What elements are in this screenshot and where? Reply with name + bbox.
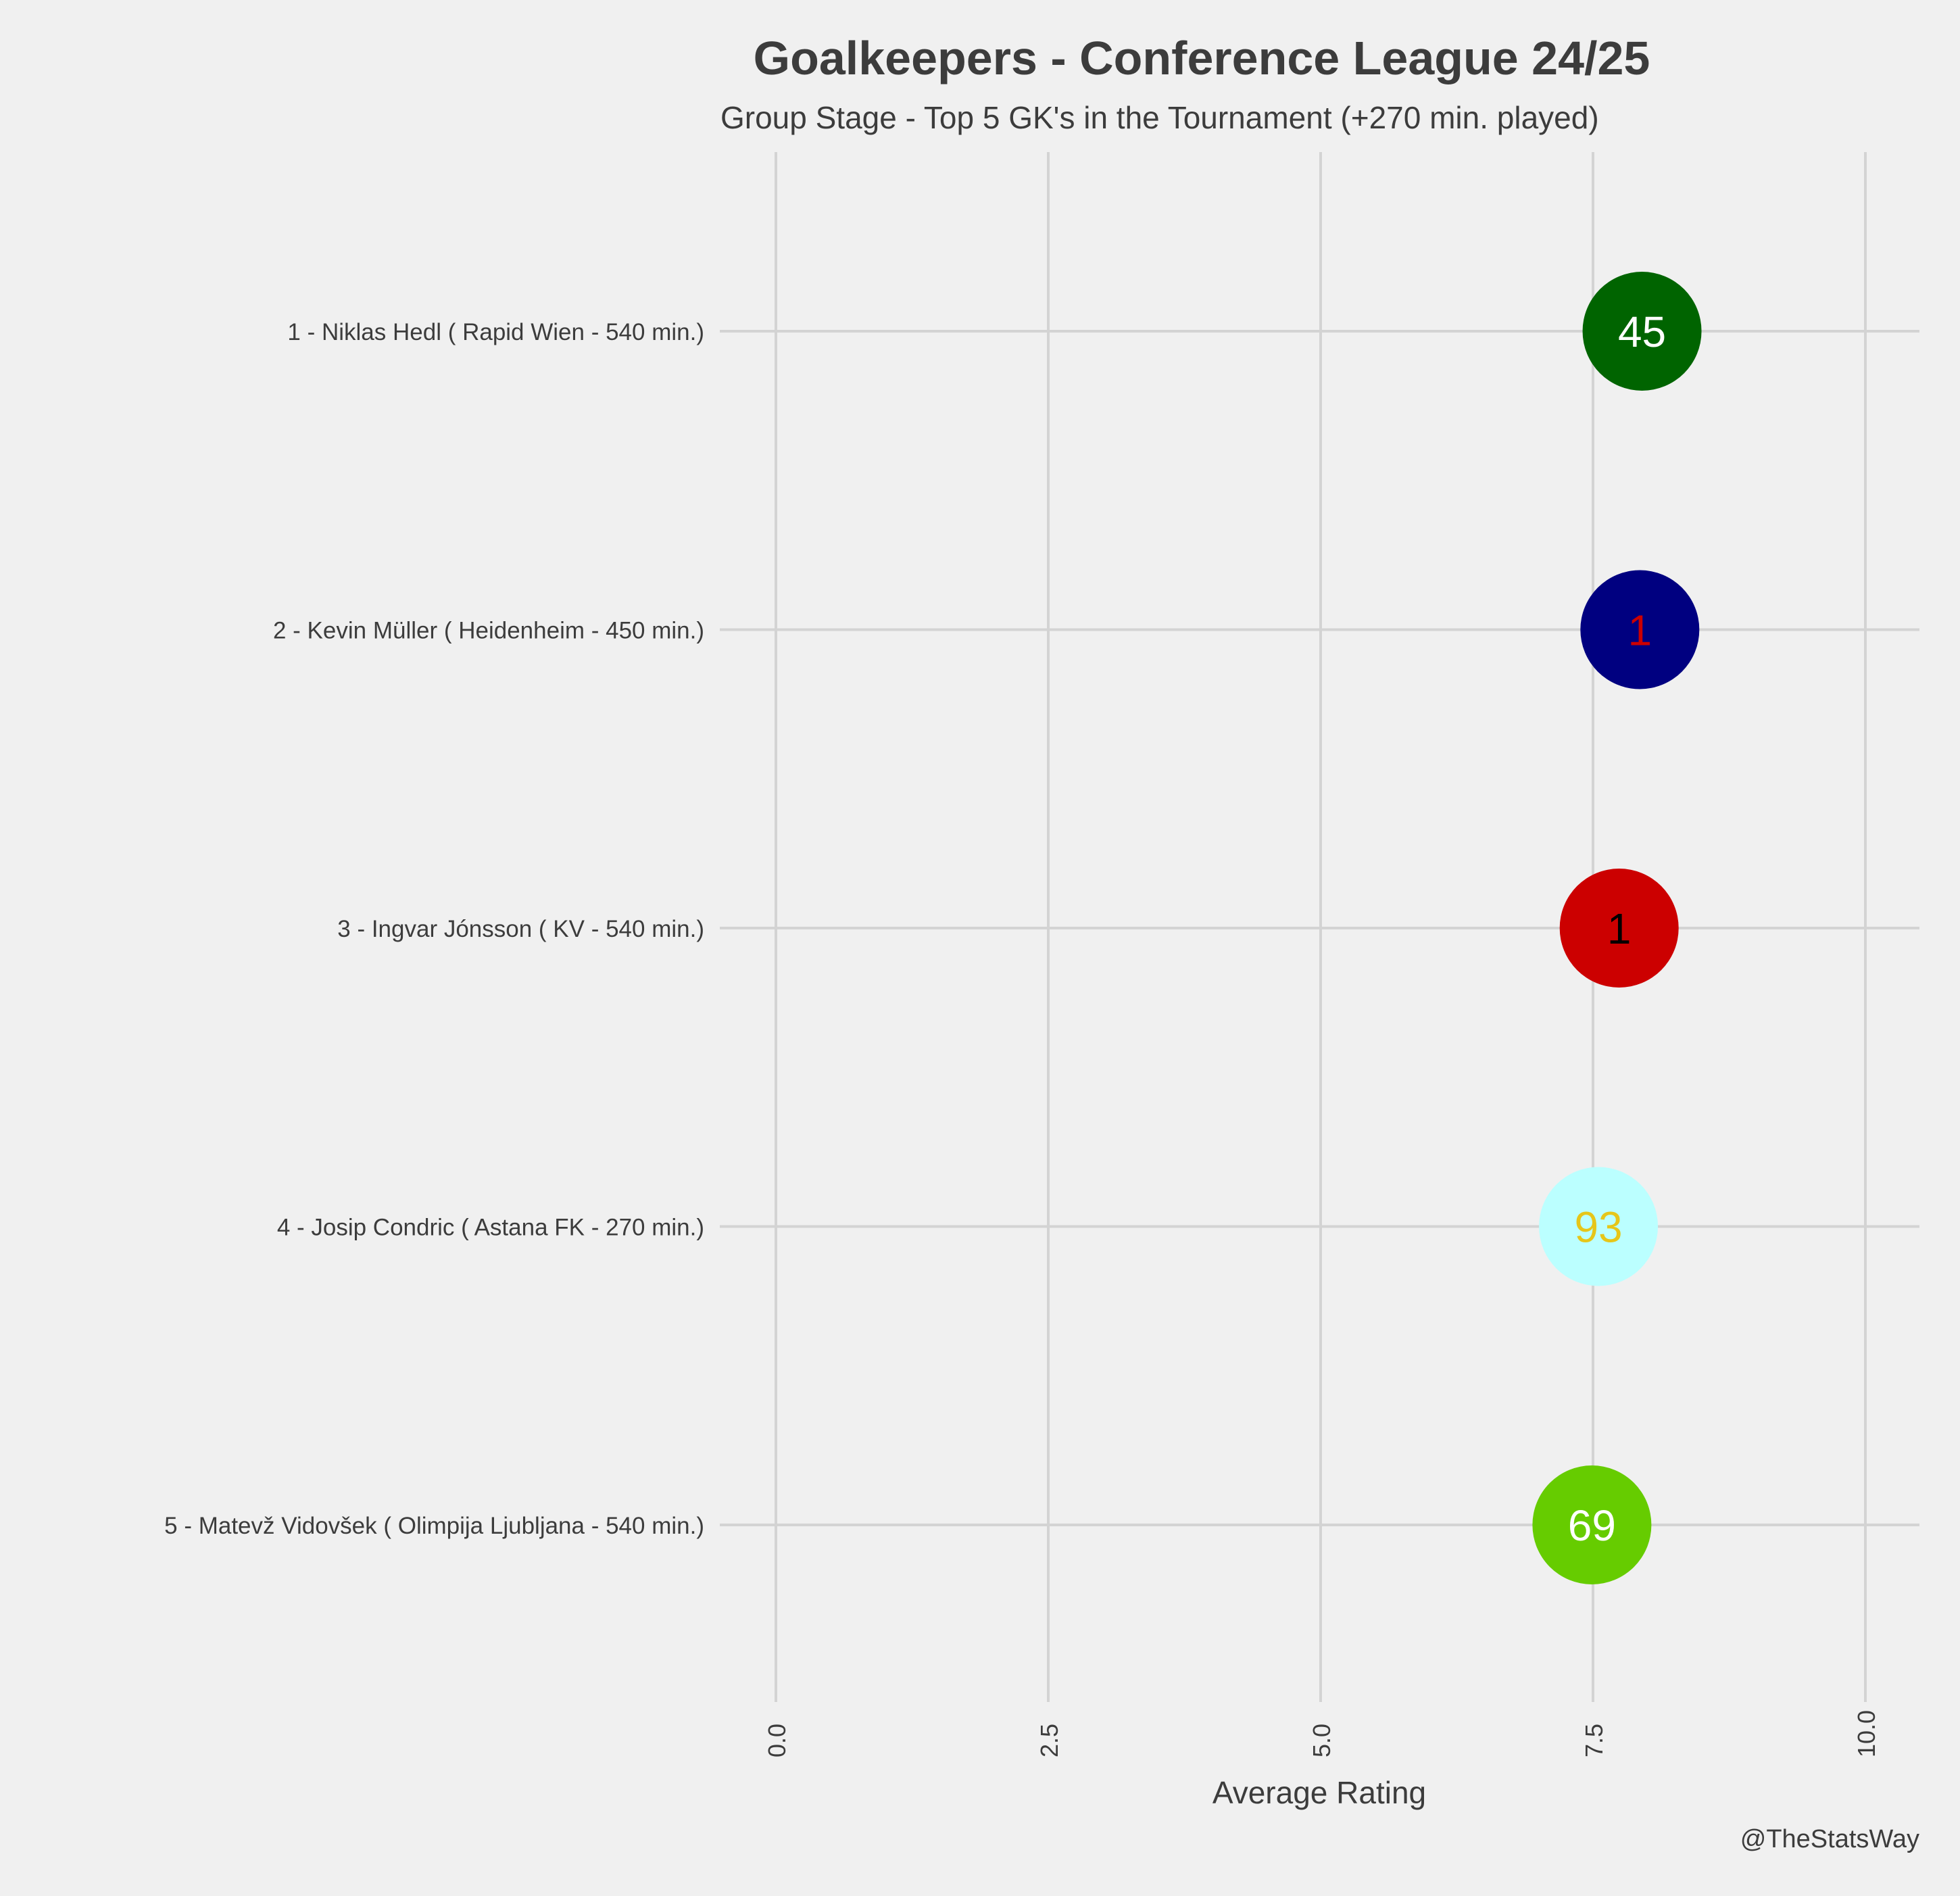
x-tick-label: 7.5: [1580, 1724, 1608, 1757]
player-label: 3 - Ingvar Jónsson ( KV - 540 min.): [337, 916, 704, 942]
shirt-number-label: 1: [1607, 904, 1632, 953]
credit-text: @TheStatsWay: [1740, 1825, 1919, 1853]
shirt-number-label: 45: [1618, 308, 1666, 356]
rating-point: [1532, 1465, 1652, 1584]
chart-title: Goalkeepers - Conference League 24/25: [754, 32, 1650, 84]
rating-point: [1539, 1167, 1659, 1286]
rating-point: [1582, 272, 1702, 391]
rating-point: [1580, 570, 1700, 689]
player-label: 2 - Kevin Müller ( Heidenheim - 450 min.…: [273, 618, 704, 644]
x-tick-label: 0.0: [763, 1724, 791, 1757]
shirt-number-label: 1: [1628, 606, 1652, 655]
x-tick-label: 10.0: [1853, 1710, 1880, 1757]
tick-layer: 0.0 2.5 5.0 7.5 10.0: [763, 1710, 1880, 1757]
x-tick-label: 2.5: [1035, 1724, 1063, 1757]
grid-layer: [720, 152, 1919, 1702]
player-label-layer: 1 - Niklas Hedl ( Rapid Wien - 540 min.)…: [164, 319, 704, 1539]
player-label: 5 - Matevž Vidovšek ( Olimpija Ljubljana…: [164, 1513, 704, 1539]
shirt-number-label: 69: [1568, 1501, 1616, 1550]
player-label: 4 - Josip Condric ( Astana FK - 270 min.…: [277, 1215, 704, 1241]
point-layer: 45 1 1 93 69: [1532, 272, 1702, 1584]
rating-point: [1559, 869, 1679, 988]
x-axis-label: Average Rating: [1212, 1775, 1426, 1810]
chart-subtitle: Group Stage - Top 5 GK's in the Tourname…: [720, 100, 1599, 135]
x-tick-label: 5.0: [1308, 1724, 1336, 1757]
shirt-number-label: 93: [1574, 1203, 1622, 1252]
player-label: 1 - Niklas Hedl ( Rapid Wien - 540 min.): [287, 319, 704, 345]
